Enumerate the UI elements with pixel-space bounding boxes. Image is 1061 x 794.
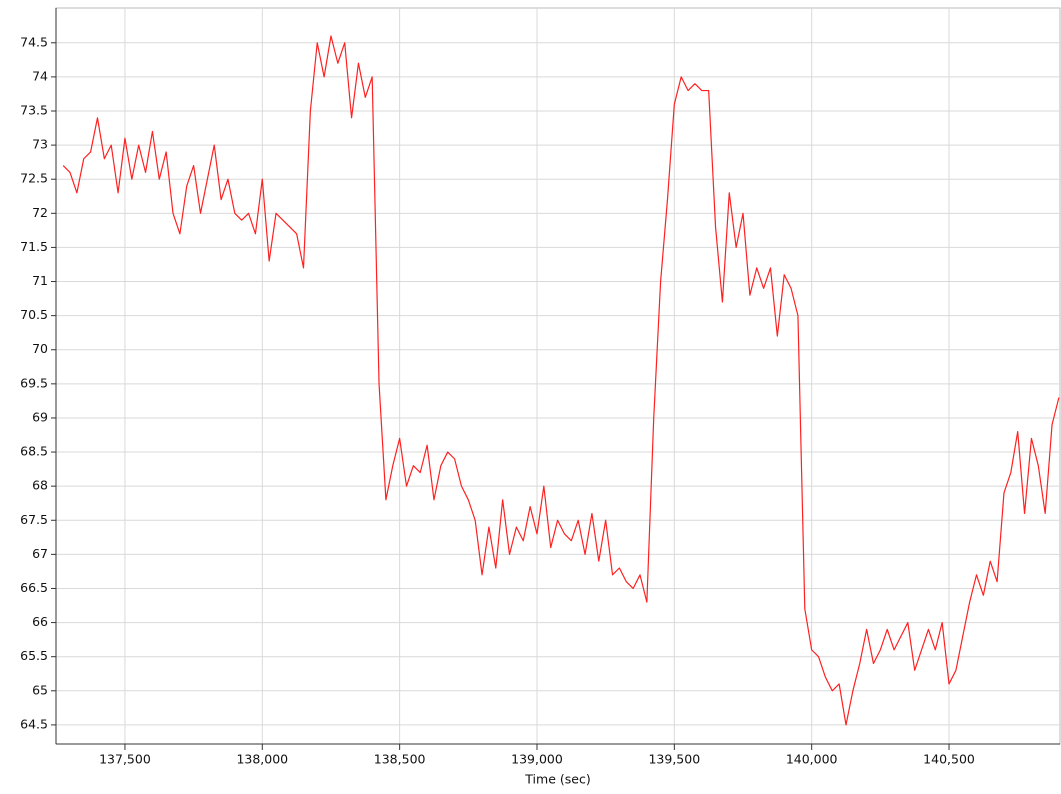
y-tick-label: 74 xyxy=(32,68,48,83)
plot-area xyxy=(55,7,1061,745)
x-tick-label: 137,500 xyxy=(99,752,151,767)
y-tick-label: 73 xyxy=(32,137,48,152)
y-tick-label: 71.5 xyxy=(20,239,48,254)
x-tick-label: 140,500 xyxy=(923,752,975,767)
y-tick-label: 72 xyxy=(32,205,48,220)
x-tick-label: 139,000 xyxy=(511,752,563,767)
x-tick-label: 140,000 xyxy=(786,752,838,767)
y-tick-label: 69.5 xyxy=(20,375,48,390)
y-tick-label: 68.5 xyxy=(20,444,48,459)
x-tick-label: 139,500 xyxy=(648,752,700,767)
y-tick-label: 72.5 xyxy=(20,171,48,186)
y-tick-label: 68 xyxy=(32,478,48,493)
x-tick-label: 138,000 xyxy=(236,752,288,767)
y-tick-label: 74.5 xyxy=(20,34,48,49)
y-tick-label: 71 xyxy=(32,273,48,288)
y-tick-label: 69 xyxy=(32,409,48,424)
x-tick-label: 138,500 xyxy=(374,752,426,767)
y-tick-label: 66 xyxy=(32,614,48,629)
y-tick-label: 70.5 xyxy=(20,307,48,322)
y-tick-label: 70 xyxy=(32,341,48,356)
y-tick-label: 67.5 xyxy=(20,512,48,527)
y-tick-label: 73.5 xyxy=(20,102,48,117)
x-axis-label: Time (sec) xyxy=(524,772,590,787)
y-tick-label: 66.5 xyxy=(20,580,48,595)
y-tick-label: 65.5 xyxy=(20,648,48,663)
data-line xyxy=(62,35,1060,726)
y-tick-label: 67 xyxy=(32,546,48,561)
y-tick-label: 65 xyxy=(32,682,48,697)
y-tick-label: 64.5 xyxy=(20,716,48,731)
